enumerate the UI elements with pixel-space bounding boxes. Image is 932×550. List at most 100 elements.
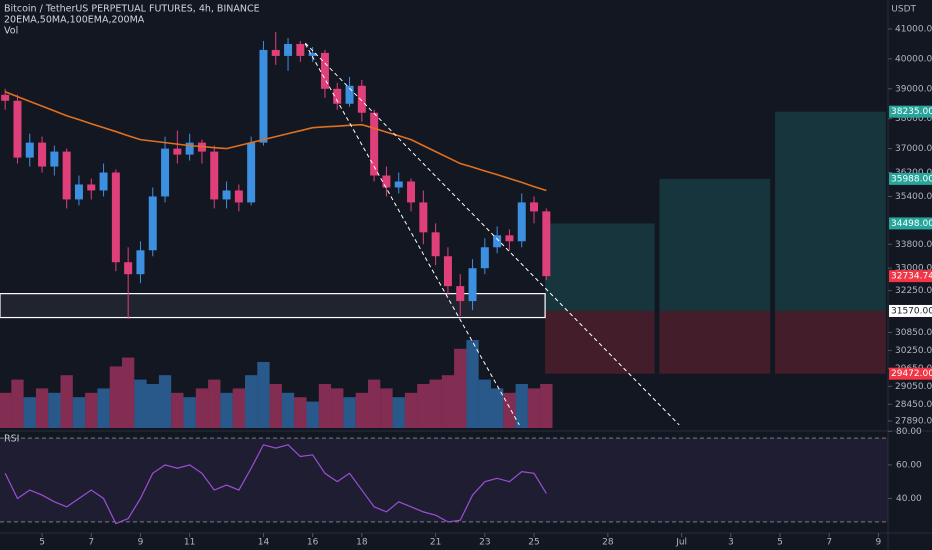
volume-bar [367,379,381,428]
volume-bar [97,388,110,428]
volume-bar [35,388,49,428]
volume-bar [478,379,491,428]
volume-bar [244,375,258,428]
y-tick-label: 41000.00 [895,25,932,35]
candle-body [456,286,465,302]
candle-body [25,142,34,158]
candle-body [480,247,489,269]
volume-bar [306,401,319,428]
price-tag [889,270,932,283]
price-tag [889,172,932,185]
target-zone [659,178,771,311]
candle-body [308,52,317,56]
y-tick-label: 30850.00 [895,328,932,338]
candle-body [74,184,83,200]
volume-bar [392,397,405,428]
volume-bar [281,392,295,428]
chart-title: Bitcoin / TetherUS PERPETUAL FUTURES, 4h… [4,4,260,15]
x-tick-label: 11 [184,538,195,548]
candle-body [62,151,71,200]
candle-body [234,190,243,203]
volume-bar [85,392,98,428]
x-tick-label: 28 [602,538,614,548]
volume-bar [527,388,541,428]
volume-bar [60,375,73,428]
stop-zone [775,310,886,374]
rsi-tick-label: 80.00 [896,427,922,437]
volume-bar [380,388,393,428]
candle-body [148,196,157,251]
y-tick-label: 38000.00 [895,114,932,124]
volume-bar [195,388,209,428]
volume-bar [11,379,24,428]
x-tick-label: Jul [675,538,687,548]
volume-bar [109,366,123,428]
y-tick-label: 29050.00 [895,382,932,392]
volume-bar [466,340,479,428]
candle-body [517,202,526,242]
volume-bar [208,379,221,428]
price-tag-label: 38235.00 [891,107,932,117]
candle-body [50,151,59,167]
volume-bar [441,375,455,428]
volume-bar [146,384,159,428]
x-tick-label: 23 [479,538,490,548]
candle-body [99,172,108,191]
candle-body [284,43,293,56]
price-tag [889,304,932,317]
y-tick-label: 40000.00 [895,54,932,64]
candle-body [419,202,428,233]
price-tag-label: 34498.00 [891,219,932,229]
candle-body [87,184,96,191]
trendline [304,42,680,426]
volume-bar [417,384,430,428]
candle-body [210,151,219,200]
volume-bar [429,379,442,428]
x-tick-label: 21 [430,538,441,548]
candle-body [222,190,231,200]
candle-body [443,256,452,287]
x-tick-label: 3 [728,538,734,548]
rsi-label: RSI [4,434,19,445]
stop-zone [545,310,655,374]
y-tick-label: 28450.00 [895,400,932,410]
candle-body [296,43,305,56]
candle-body [271,49,280,56]
candle-body [542,211,551,277]
y-tick-label: 32250.00 [895,286,932,296]
price-tag-label: 35988.00 [891,174,932,184]
volume-bar [72,397,86,428]
x-tick-label: 25 [528,538,539,548]
indicators: 20EMA,50MA,100EMA,200MA [4,15,145,26]
currency: USDT [891,5,916,15]
candle-body [320,52,329,89]
rsi-tick-label: 40.00 [896,494,922,504]
price-tag [889,367,932,380]
volume-bar [343,397,356,428]
x-tick-label: 5 [777,538,783,548]
rsi-tick-label: 60.00 [896,460,922,470]
candle-body [505,235,514,242]
candle-body [185,142,194,155]
candle-body [345,85,354,104]
candle-body [124,262,133,275]
candle-body [357,85,366,113]
y-tick-label: 33800.00 [895,240,932,250]
volume-bar [48,392,61,428]
volume-bar [158,375,172,428]
volume-bar [257,362,270,428]
x-tick-label: 14 [258,538,270,548]
y-tick-label: 37000.00 [895,144,932,154]
x-tick-label: 16 [307,538,319,548]
rsi-line [4,444,547,525]
volume-bar [122,357,135,428]
candle-body [382,175,391,188]
volume-bar [331,388,344,428]
candle-body [1,94,10,101]
price-tag-label: 29472.00 [891,369,932,379]
candle-body [136,250,145,275]
y-tick-label: 35400.00 [895,192,932,202]
candle-body [468,268,477,302]
volume-bar [404,392,418,428]
volume-bar [171,392,184,428]
